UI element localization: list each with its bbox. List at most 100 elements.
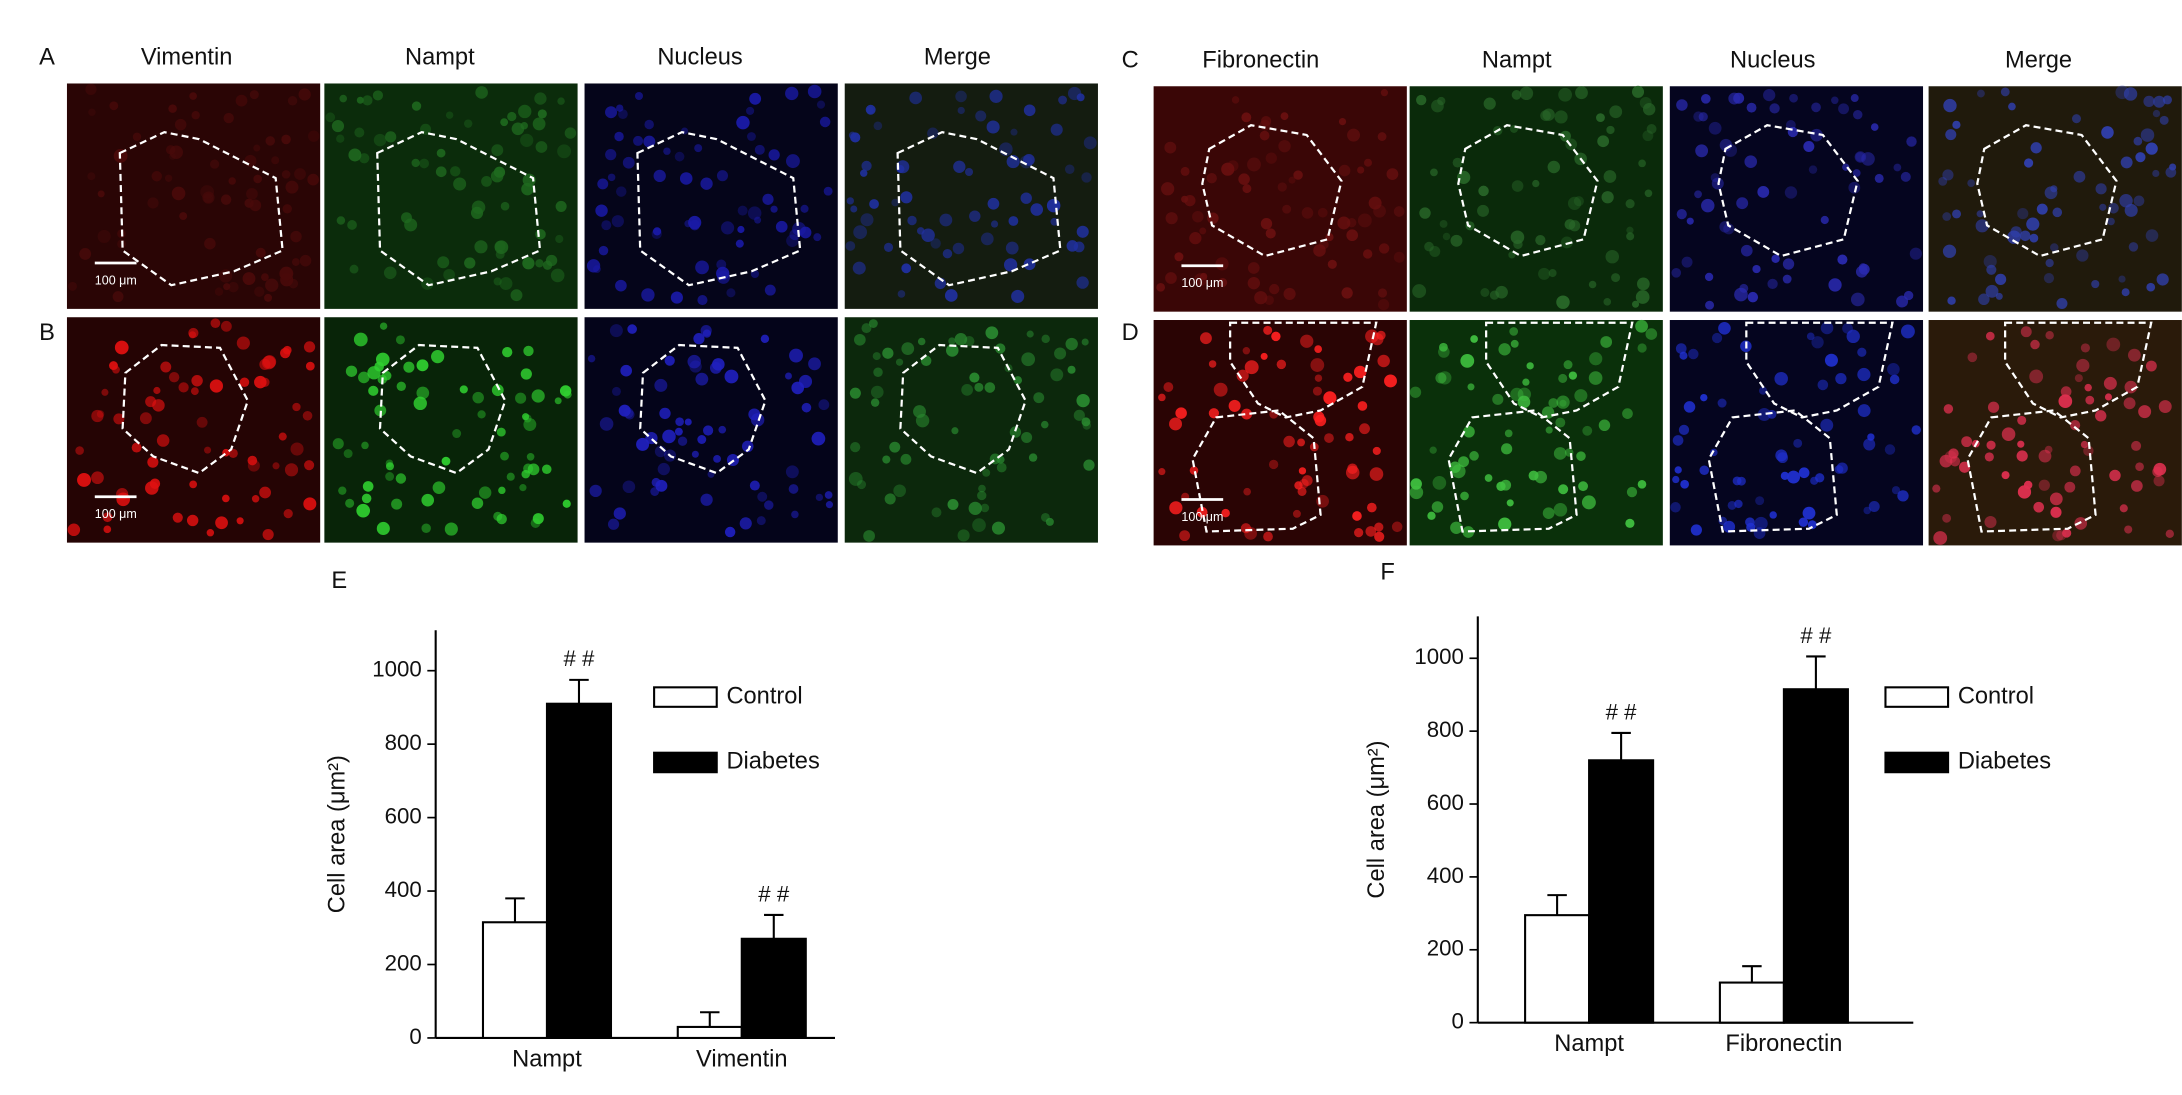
cell-dot xyxy=(88,108,96,117)
cell-dot xyxy=(1942,513,1952,523)
cell-dot xyxy=(1519,86,1534,101)
cell-dot xyxy=(1083,459,1095,471)
cell-dot xyxy=(1199,227,1207,235)
cell-dot xyxy=(1943,404,1954,414)
cell-dot xyxy=(1300,334,1314,348)
cell-dot xyxy=(724,369,739,384)
cell-dot xyxy=(186,514,199,527)
cell-dot xyxy=(1189,232,1202,245)
significance-mark: # # xyxy=(1800,623,1832,648)
y-axis-label: Cell area (μm²) xyxy=(325,755,351,913)
cell-dot xyxy=(2084,383,2092,392)
cell-dot xyxy=(1189,466,1199,475)
cell-dot xyxy=(445,111,454,119)
cell-dot xyxy=(947,498,959,510)
cell-dot xyxy=(1672,435,1684,446)
cell-dot xyxy=(2124,380,2138,394)
cell-dot xyxy=(305,361,315,371)
cell-dot xyxy=(641,288,655,302)
cell-dot xyxy=(353,332,368,347)
cell-dot xyxy=(716,170,729,182)
cell-dot xyxy=(1874,173,1884,183)
cell-dot xyxy=(96,410,105,418)
cell-dot xyxy=(1033,392,1045,404)
cell-dot xyxy=(1169,417,1182,431)
cell-dot xyxy=(1815,473,1825,483)
cell-dot xyxy=(2085,395,2095,405)
bar xyxy=(545,702,613,1039)
cell-dot xyxy=(379,322,388,330)
region-outline xyxy=(376,131,542,287)
y-tick-label: 400 xyxy=(385,877,422,902)
cell-dot xyxy=(520,133,534,147)
cell-dot xyxy=(526,452,535,461)
cell-dot xyxy=(1480,288,1490,297)
cell-dot xyxy=(1622,408,1633,419)
cell-dot xyxy=(849,387,861,399)
micrograph xyxy=(844,83,1098,309)
cell-dot xyxy=(1861,152,1875,166)
cell-dot xyxy=(1601,191,1614,204)
cell-dot xyxy=(1967,179,1975,187)
cell-dot xyxy=(206,528,215,537)
cell-dot xyxy=(113,413,125,425)
cell-dot xyxy=(2058,394,2073,409)
cell-dot xyxy=(1265,228,1276,239)
cell-dot xyxy=(1338,164,1351,177)
region-outline xyxy=(1485,321,1634,419)
cell-dot xyxy=(1314,345,1323,354)
cell-dot xyxy=(2029,369,2044,384)
cell-dot xyxy=(372,90,384,101)
cell-dot xyxy=(695,260,709,275)
cell-dot xyxy=(1984,515,1997,529)
cell-dot xyxy=(1247,157,1261,172)
cell-dot xyxy=(724,526,736,538)
cell-dot xyxy=(870,385,884,399)
cell-dot xyxy=(1208,408,1220,419)
cell-dot xyxy=(1719,138,1733,152)
cell-dot xyxy=(279,266,294,281)
cell-dot xyxy=(1986,440,1996,450)
cell-dot xyxy=(1450,521,1463,534)
cell-dot xyxy=(1343,372,1353,382)
cell-dot xyxy=(1412,284,1427,299)
cell-dot xyxy=(264,293,273,302)
cell-dot xyxy=(189,480,198,489)
cell-dot xyxy=(1161,182,1175,196)
cell-dot xyxy=(1554,110,1568,124)
cell-dot xyxy=(1030,203,1044,216)
legend-swatch xyxy=(1884,751,1950,774)
cell-dot xyxy=(2050,243,2059,252)
cell-dot xyxy=(1483,97,1496,110)
cell-dot xyxy=(228,281,239,293)
cell-dot xyxy=(1353,365,1367,379)
cell-dot xyxy=(1695,144,1709,158)
region-outline xyxy=(1201,124,1343,258)
cell-dot xyxy=(2131,480,2143,492)
cell-dot xyxy=(764,500,774,510)
cell-dot xyxy=(416,386,430,400)
cell-dot xyxy=(1636,277,1650,291)
cell-dot xyxy=(659,407,671,420)
legend-swatch xyxy=(653,751,718,774)
cell-dot xyxy=(815,493,824,502)
cell-dot xyxy=(589,484,602,498)
cell-dot xyxy=(1952,120,1961,129)
cell-dot xyxy=(1559,399,1567,407)
cell-dot xyxy=(1373,204,1386,218)
cell-dot xyxy=(532,117,546,131)
cell-dot xyxy=(2045,258,2054,268)
cell-dot xyxy=(2000,87,2010,97)
cell-dot xyxy=(1771,254,1780,263)
cell-dot xyxy=(2146,282,2156,292)
cell-dot xyxy=(116,488,129,501)
cell-dot xyxy=(385,462,394,471)
cell-dot xyxy=(1802,506,1816,520)
cell-dot xyxy=(1538,267,1551,280)
cell-dot xyxy=(550,268,565,283)
cell-dot xyxy=(1911,425,1921,435)
cell-dot xyxy=(209,159,220,169)
cell-dot xyxy=(1005,241,1019,255)
cell-dot xyxy=(214,287,224,296)
bar xyxy=(676,1025,743,1039)
